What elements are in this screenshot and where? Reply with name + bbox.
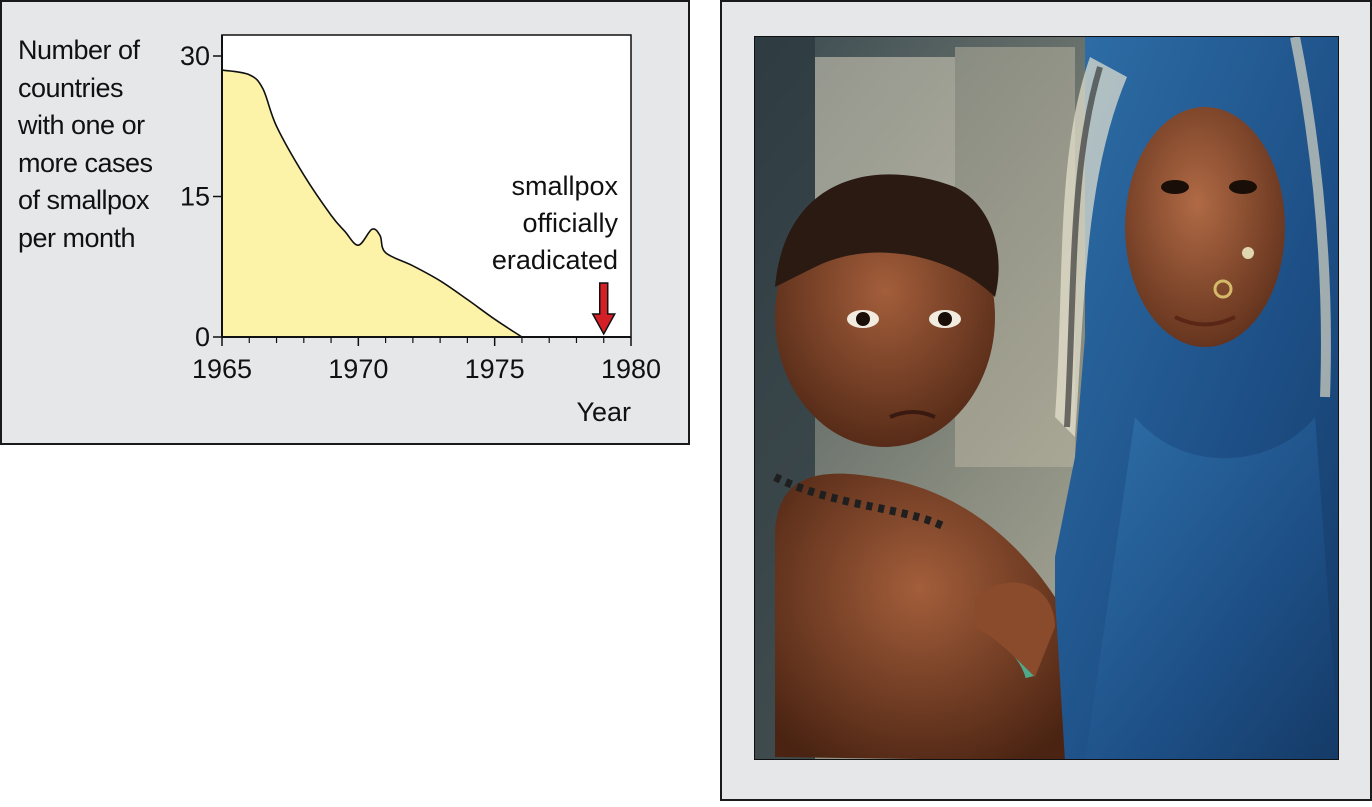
y-axis-label-line: more cases <box>18 147 153 178</box>
annotation-text: eradicated <box>492 245 618 275</box>
x-tick-label: 1965 <box>192 354 252 384</box>
y-axis-label-line: with one or <box>18 110 145 140</box>
x-tick-label: 1980 <box>601 354 661 384</box>
y-axis-label-line: countries <box>18 72 124 103</box>
x-axis-label: Year <box>576 397 631 427</box>
y-axis-label-line: of smallpox <box>18 185 150 215</box>
series-area <box>222 70 522 338</box>
photo-panel <box>720 0 1372 801</box>
chart-panel: Number of countries with one or more cases o… <box>0 0 690 445</box>
eradicated-arrow-icon <box>591 282 617 336</box>
y-tick-label: 0 <box>195 322 210 352</box>
smallpox-chart: 0 15 30 1965 1970 1975 1980 Year smallpox officia… <box>180 34 661 427</box>
series-line <box>221 69 523 338</box>
x-tick-label: 1975 <box>465 354 525 384</box>
annotation-text: officially <box>522 208 618 238</box>
y-tick-label: 15 <box>180 182 210 212</box>
x-tick-label: 1970 <box>328 354 388 384</box>
photo-illustration <box>755 37 1338 759</box>
y-axis-label-line: per month <box>18 222 136 253</box>
y-axis-label-line: Number of <box>18 35 140 65</box>
y-tick-label: 30 <box>180 41 210 71</box>
annotation-text: smallpox <box>511 171 618 201</box>
photo-mother-child <box>754 36 1339 760</box>
